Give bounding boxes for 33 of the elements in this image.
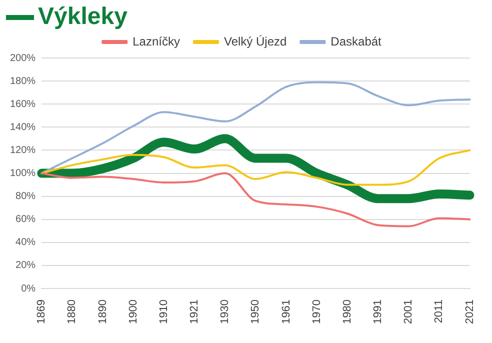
x-tick-label: 1961 — [280, 300, 292, 324]
y-tick-label: 60% — [16, 214, 36, 226]
x-tick-label: 1950 — [250, 300, 262, 324]
y-tick-label: 80% — [16, 191, 36, 202]
line-series — [40, 149, 471, 186]
x-tick-label: 1869 — [36, 300, 48, 324]
legend-label: Lazníčky — [132, 34, 180, 48]
legend-label: Výkleky — [38, 3, 128, 31]
y-tick-label: 160% — [10, 98, 36, 110]
y-tick-label: 140% — [10, 122, 36, 133]
x-tick-label: 1910 — [158, 300, 170, 324]
x-tick-label: 1991 — [372, 300, 384, 324]
x-tick-label: 2011 — [433, 300, 446, 324]
legend-label: Velký Újezd — [224, 34, 287, 48]
x-tick-label: 1900 — [127, 300, 140, 324]
x-tick-label: 1921 — [188, 300, 201, 324]
y-tick-label: 100% — [10, 168, 36, 180]
y-tick-label: 0% — [21, 283, 36, 294]
legend-label: Daskabát — [330, 34, 382, 48]
line-series — [40, 81, 471, 174]
y-tick-label: 180% — [10, 76, 36, 87]
y-tick-label: 200% — [10, 52, 36, 64]
x-tick-label: 1970 — [310, 300, 323, 324]
x-tick-label: 1930 — [219, 300, 232, 324]
x-tick-label: 1890 — [96, 300, 109, 324]
y-tick-label: 120% — [10, 144, 36, 156]
x-tick-label: 1980 — [341, 300, 354, 324]
x-tick-label: 2021 — [464, 300, 476, 324]
y-tick-label: 20% — [16, 260, 36, 272]
x-tick-label: 1880 — [66, 300, 78, 324]
x-tick-label: 2001 — [402, 300, 415, 324]
y-tick-label: 40% — [16, 237, 36, 248]
line-series — [40, 172, 471, 228]
